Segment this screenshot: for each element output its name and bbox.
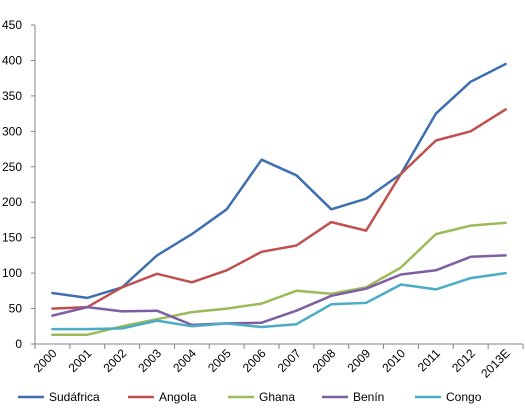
series-line-angola bbox=[51, 108, 507, 310]
x-tick-label: 2006 bbox=[240, 346, 269, 375]
legend-label-sudafrica: Sudáfrica bbox=[49, 390, 100, 404]
legend-label-benin: Benín bbox=[353, 390, 384, 404]
series-line-ghana bbox=[51, 221, 507, 337]
x-axis-labels: 2000 2001 2002 2003 2004 2005 2006 2007 2008 2009… bbox=[31, 346, 513, 381]
x-tick-label: 2012 bbox=[449, 346, 478, 375]
x-tick-label: 2002 bbox=[100, 346, 129, 375]
x-tick-label: 2005 bbox=[205, 346, 234, 375]
y-axis-labels: 0 50 100 150 200 250 300 350 400 450 bbox=[2, 18, 22, 351]
x-tick-label: 2001 bbox=[66, 346, 95, 375]
x-tick-label: 2013E bbox=[478, 346, 512, 380]
y-tick-label: 250 bbox=[2, 160, 22, 174]
y-tick-label: 150 bbox=[2, 231, 22, 245]
series-line-benin bbox=[51, 254, 507, 327]
legend-label-angola: Angola bbox=[159, 390, 197, 404]
y-tick-label: 200 bbox=[2, 195, 22, 209]
series-line-congo bbox=[51, 271, 507, 331]
x-tick-label: 2009 bbox=[344, 346, 373, 375]
series-lines bbox=[51, 62, 507, 337]
y-tick-label: 350 bbox=[2, 89, 22, 103]
y-tick-label: 450 bbox=[2, 18, 22, 32]
x-tick-label: 2007 bbox=[275, 346, 304, 375]
series-line-sudafrica bbox=[51, 62, 507, 300]
x-tick-label: 2010 bbox=[379, 346, 408, 375]
legend-label-ghana: Ghana bbox=[259, 390, 295, 404]
x-tick-label: 2000 bbox=[31, 346, 60, 375]
x-tick-label: 2011 bbox=[415, 346, 443, 374]
y-tick-label: 300 bbox=[2, 124, 22, 138]
y-tick-label: 0 bbox=[15, 337, 22, 351]
x-tick-label: 2004 bbox=[170, 346, 199, 375]
y-tick-label: 100 bbox=[2, 266, 22, 280]
x-tick-label: 2008 bbox=[310, 346, 339, 375]
axes bbox=[31, 24, 524, 349]
y-tick-label: 400 bbox=[2, 53, 22, 67]
legend: Sudáfrica Angola Ghana Benín Congo bbox=[18, 390, 482, 404]
legend-label-congo: Congo bbox=[446, 390, 482, 404]
x-tick-label: 2003 bbox=[135, 346, 164, 375]
y-tick-label: 50 bbox=[9, 302, 23, 316]
